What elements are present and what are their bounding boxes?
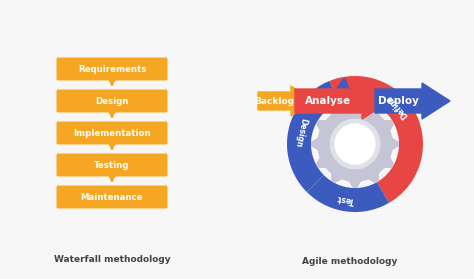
Text: Deploy: Deploy (378, 96, 419, 106)
Text: Requirements: Requirements (78, 64, 146, 73)
Polygon shape (329, 76, 423, 203)
Text: Waterfall methodology: Waterfall methodology (54, 254, 170, 263)
Text: Define: Define (384, 93, 410, 120)
Polygon shape (335, 124, 375, 164)
Text: Test: Test (336, 193, 355, 205)
FancyBboxPatch shape (56, 186, 167, 208)
Polygon shape (307, 175, 389, 212)
Polygon shape (365, 192, 383, 208)
Text: Maintenance: Maintenance (81, 193, 143, 201)
Text: Backlog: Backlog (255, 97, 294, 105)
FancyBboxPatch shape (56, 153, 167, 177)
Polygon shape (295, 83, 390, 119)
FancyBboxPatch shape (56, 90, 167, 112)
Polygon shape (258, 86, 313, 116)
Text: Testing: Testing (94, 160, 130, 170)
Polygon shape (311, 100, 399, 188)
Polygon shape (334, 78, 351, 95)
Polygon shape (375, 83, 450, 119)
Text: Implementation: Implementation (73, 129, 151, 138)
FancyBboxPatch shape (56, 121, 167, 145)
FancyBboxPatch shape (56, 57, 167, 81)
Polygon shape (314, 92, 331, 108)
Text: Agile methodology: Agile methodology (302, 256, 398, 266)
Text: Design: Design (293, 117, 308, 148)
Polygon shape (330, 119, 380, 169)
Text: Design: Design (95, 97, 128, 105)
Text: Analyse: Analyse (305, 96, 352, 106)
Polygon shape (287, 81, 338, 192)
